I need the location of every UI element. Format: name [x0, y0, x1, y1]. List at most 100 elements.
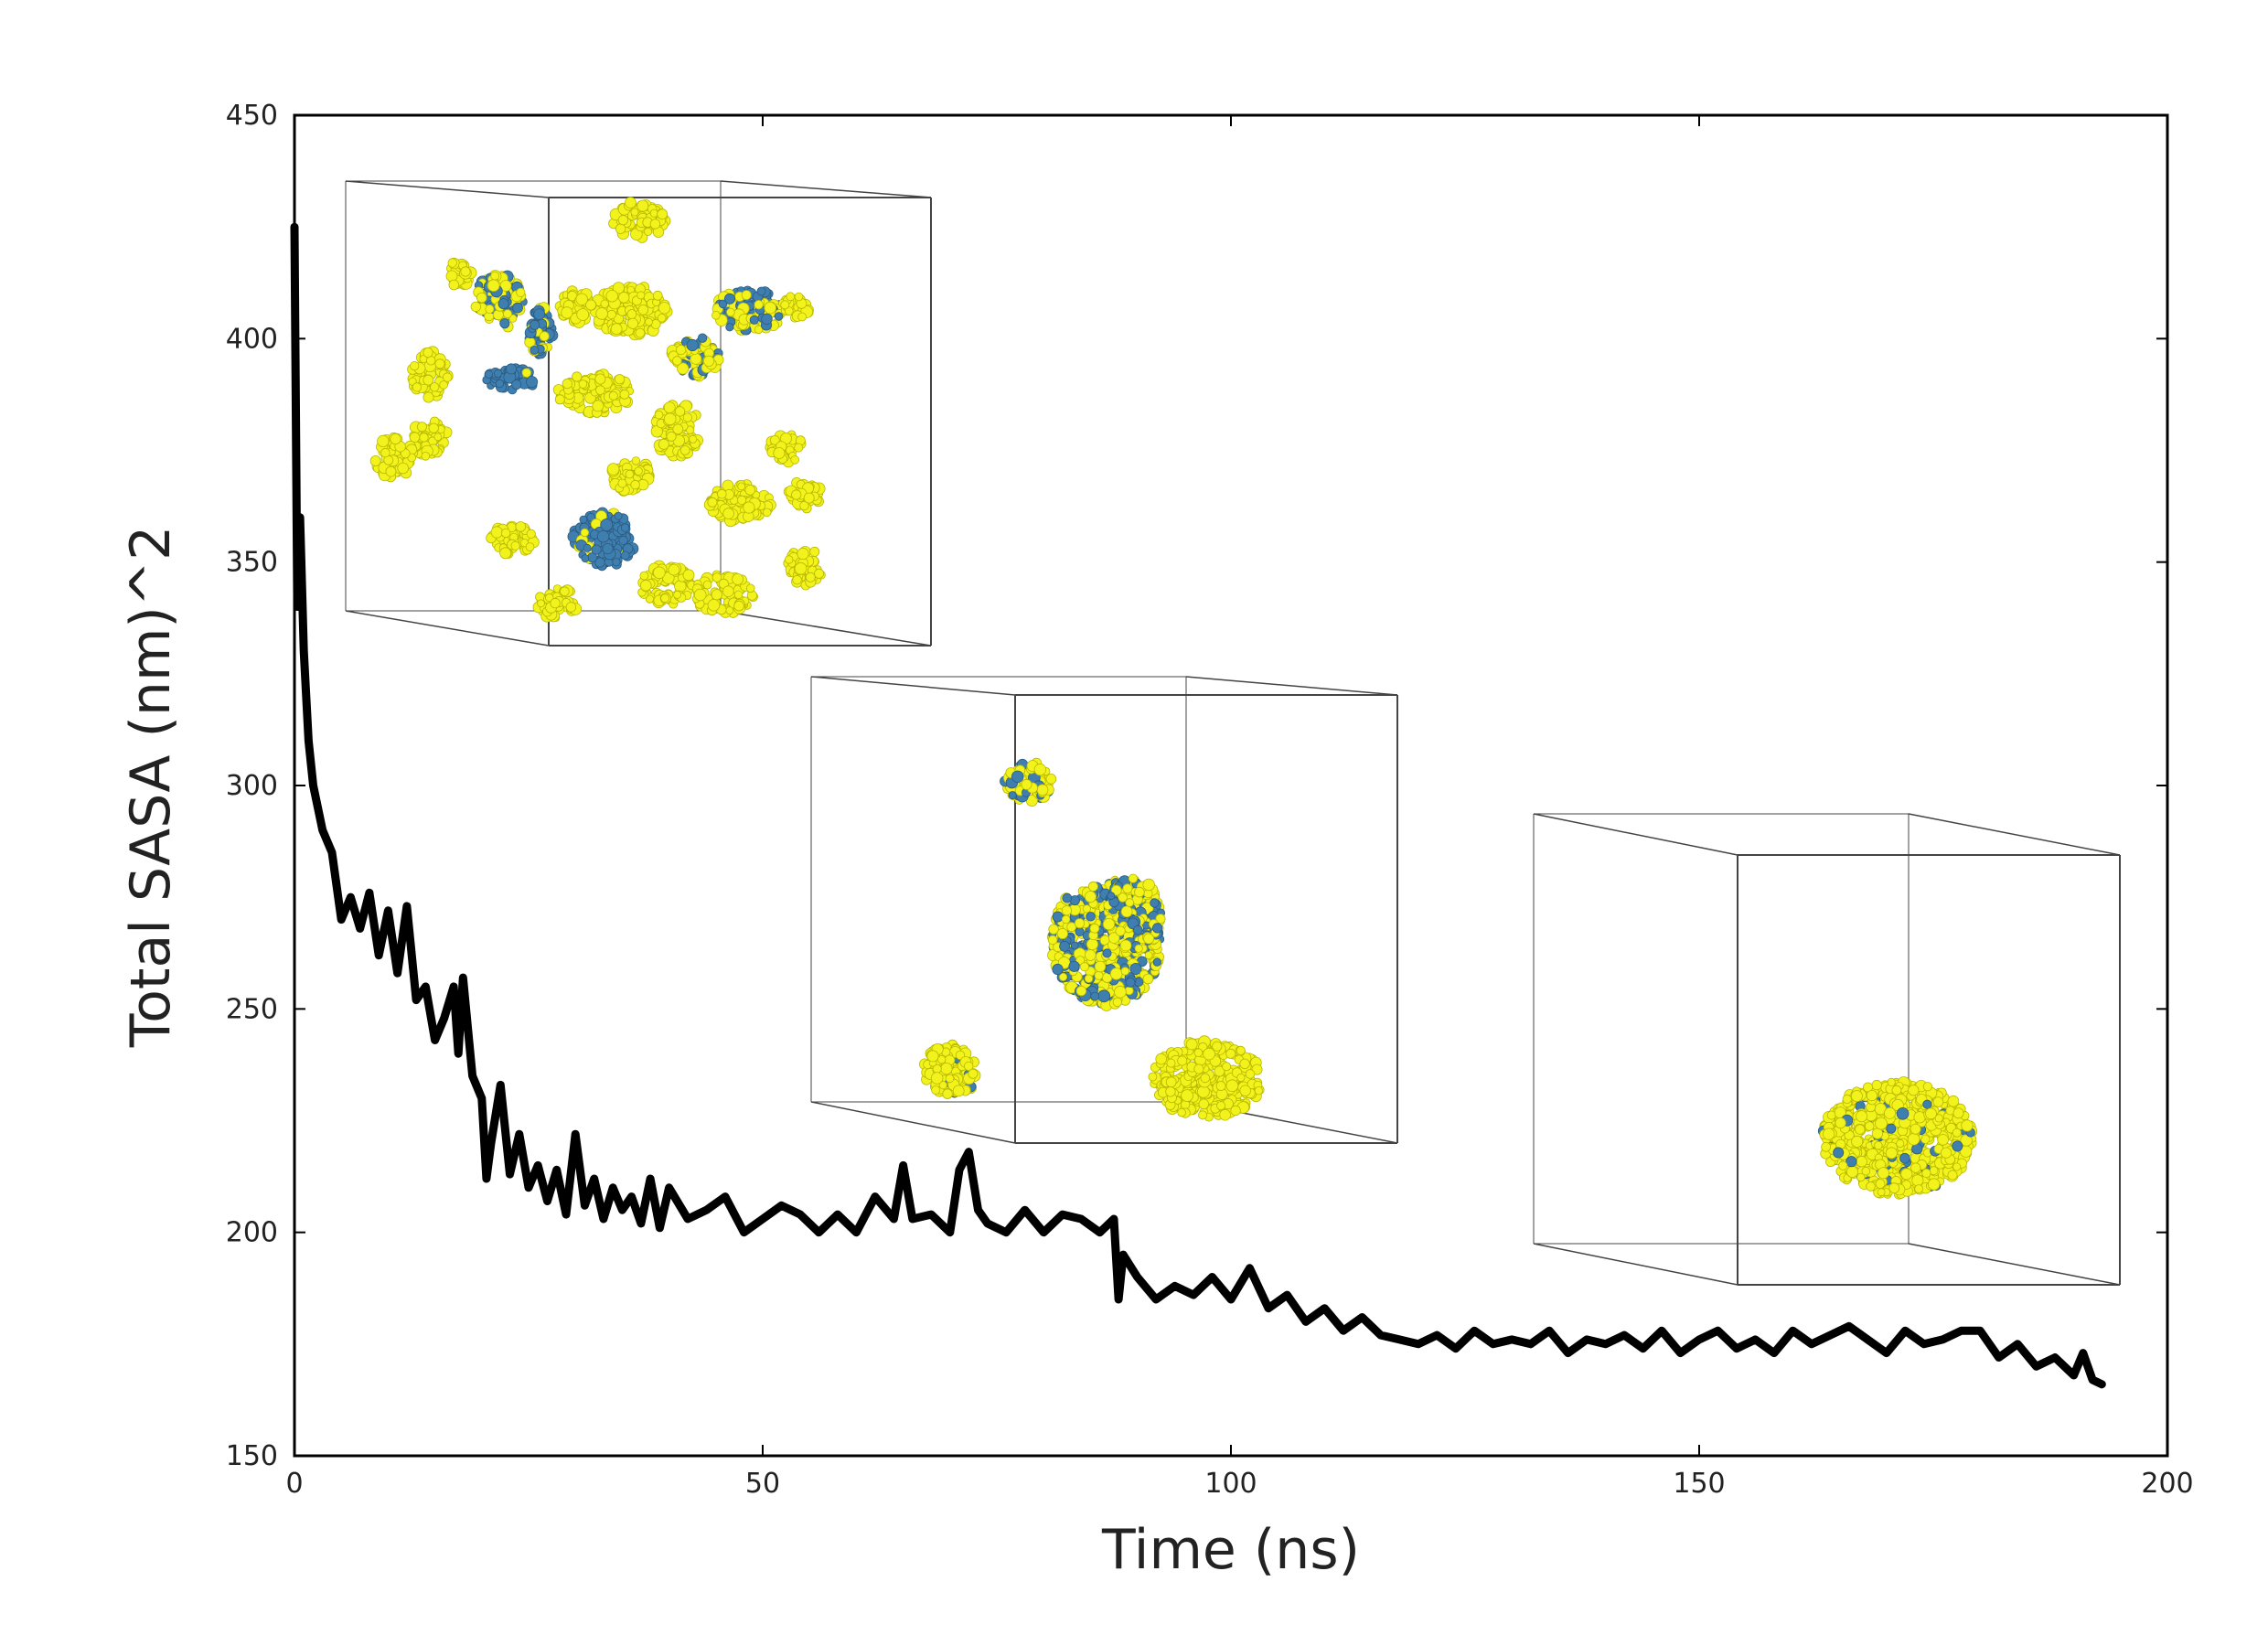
inset-atom — [1045, 773, 1057, 785]
inset-atom — [1861, 1166, 1871, 1176]
inset-atom — [521, 368, 532, 378]
inset-atom — [679, 444, 690, 455]
inset-atom — [743, 501, 755, 514]
inset-atom — [711, 572, 722, 583]
inset-atom — [1888, 1182, 1900, 1194]
inset-atom — [614, 374, 626, 385]
inset-atom — [516, 287, 526, 297]
inset-atom — [421, 451, 431, 461]
inset-atom — [754, 300, 764, 310]
inset-atom — [608, 390, 618, 401]
inset-atom — [612, 558, 621, 567]
inset-atom — [1143, 933, 1155, 945]
inset-atom — [397, 462, 410, 475]
inset-atom — [530, 319, 540, 330]
inset-atom — [725, 606, 734, 615]
inset-atom — [1152, 923, 1163, 934]
inset-atom — [1052, 963, 1064, 976]
inset-atom — [1118, 892, 1128, 903]
inset-atom — [594, 557, 605, 568]
inset-atom — [1214, 1065, 1225, 1077]
inset-atom — [1896, 1138, 1905, 1149]
inset-atom — [963, 1061, 974, 1072]
inset-atom — [1934, 1114, 1943, 1123]
inset-box-edge — [1908, 1243, 2121, 1286]
inset-atom — [1254, 1085, 1264, 1096]
inset-atom — [1239, 1058, 1250, 1070]
inset-atom — [1129, 963, 1142, 976]
inset-atom — [657, 313, 667, 323]
inset-atom — [1239, 1085, 1251, 1096]
inset-atom — [754, 325, 764, 335]
inset-atom — [1166, 1058, 1176, 1068]
inset-atom — [539, 331, 550, 342]
inset-atom — [512, 302, 523, 314]
inset-atom — [460, 266, 471, 277]
inset-atom — [596, 530, 610, 543]
inset-atom — [1856, 1172, 1866, 1182]
inset-atom — [610, 323, 623, 336]
inset-atom — [1181, 1089, 1193, 1102]
axis-ticks — [294, 114, 2168, 1457]
inset-atom — [1075, 985, 1087, 997]
inset-atom — [430, 382, 440, 392]
inset-atom — [942, 1088, 953, 1099]
inset-atom — [805, 572, 816, 583]
inset-box-edge — [720, 610, 932, 647]
inset-atom — [1062, 892, 1073, 903]
inset-atom — [1107, 932, 1120, 944]
inset-atom — [1866, 1181, 1876, 1192]
x-tick-label: 150 — [1673, 1468, 1725, 1500]
inset-atom — [490, 271, 500, 281]
inset-atom — [626, 317, 639, 329]
inset-atom — [500, 528, 511, 539]
inset-atom — [576, 308, 590, 321]
inset-atom — [686, 338, 699, 352]
inset-atom — [722, 585, 734, 597]
inset-atom — [510, 540, 520, 550]
inset-mid — [805, 668, 1399, 1144]
inset-atom — [1952, 1140, 1963, 1152]
inset-atom — [733, 600, 744, 612]
inset-atom — [526, 376, 539, 389]
inset-atom — [1900, 1168, 1913, 1181]
inset-atom — [476, 292, 487, 304]
inset-atom — [794, 561, 808, 575]
inset-atom — [494, 369, 503, 378]
inset-atom — [1198, 1098, 1210, 1110]
inset-atom — [1112, 997, 1123, 1008]
inset-atom — [575, 293, 588, 306]
inset-atom — [485, 304, 495, 314]
inset-box-edge — [1185, 676, 1398, 696]
inset-atom — [617, 478, 627, 488]
inset-atom — [1120, 905, 1133, 918]
inset-atom — [447, 258, 457, 268]
inset-atom — [799, 500, 809, 511]
inset-atom — [1200, 1073, 1211, 1084]
inset-atom — [774, 312, 784, 321]
inset-atom — [1838, 1160, 1848, 1170]
inset-atom — [1120, 967, 1130, 976]
y-tick-label: 150 — [226, 1440, 278, 1472]
inset-atom — [1102, 917, 1116, 931]
inset-atom — [677, 362, 690, 375]
inset-atom — [1008, 791, 1017, 800]
x-tick-label: 50 — [745, 1468, 780, 1500]
inset-atom — [722, 508, 734, 519]
inset-atom — [1856, 1110, 1868, 1123]
inset-atom — [625, 197, 637, 209]
inset-atom — [530, 345, 540, 355]
inset-atom — [741, 290, 752, 301]
inset-atom — [1899, 1152, 1910, 1164]
inset-atom — [1937, 1134, 1949, 1146]
inset-atom — [1833, 1147, 1845, 1159]
inset-atom — [565, 602, 577, 613]
inset-atom — [1921, 1168, 1931, 1179]
inset-atom — [663, 412, 677, 426]
inset-atom — [945, 1074, 955, 1084]
inset-early — [343, 155, 937, 654]
inset-atom — [1144, 951, 1153, 959]
inset-atom — [1236, 1045, 1246, 1055]
inset-atom — [650, 425, 663, 438]
inset-atom — [487, 279, 500, 293]
